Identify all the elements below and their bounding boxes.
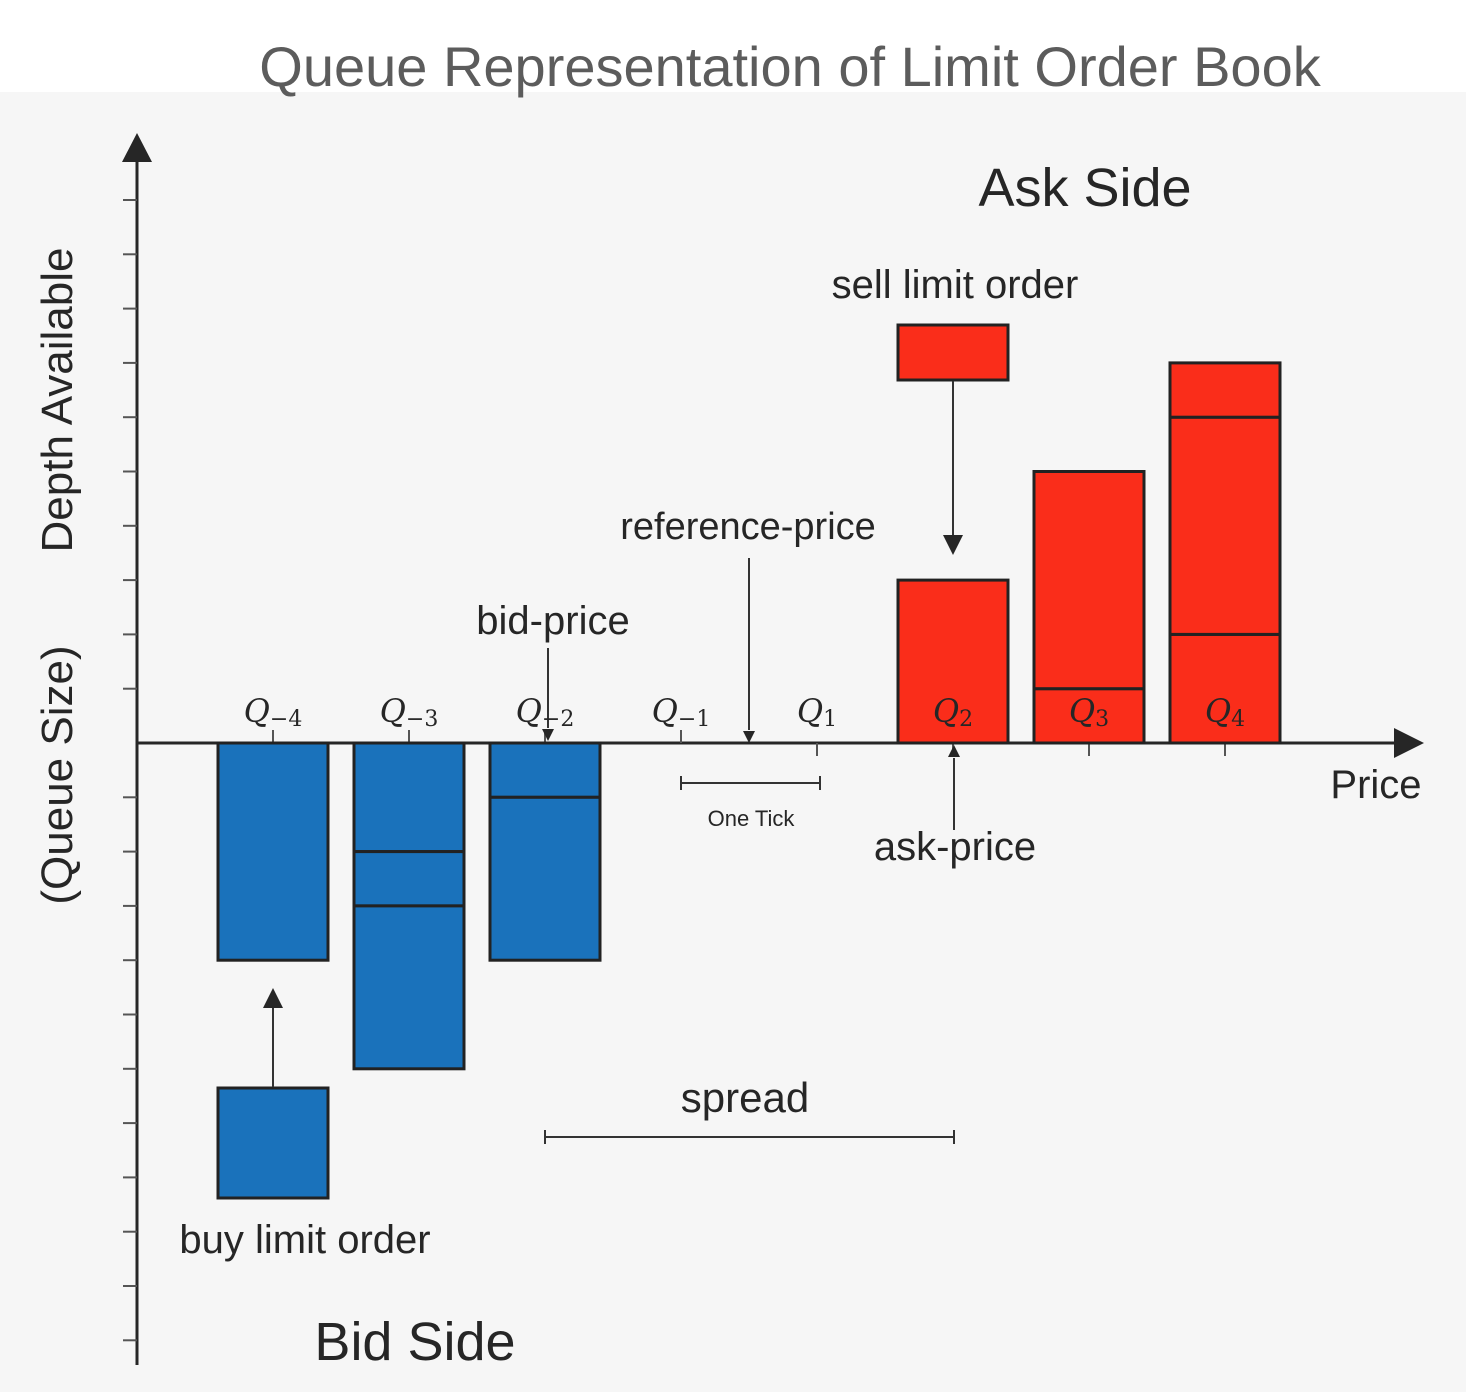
ask-queue-order-block bbox=[896, 578, 1010, 745]
queue-label-subscript: −3 bbox=[406, 707, 438, 732]
queue-label-subscript: −1 bbox=[678, 707, 710, 732]
buy-limit-order-label: buy limit order bbox=[179, 1218, 430, 1262]
ask-price-arrow-head bbox=[948, 745, 960, 757]
queue-label: Q−1 bbox=[652, 692, 711, 732]
queue-label-base: Q bbox=[652, 692, 678, 730]
queue-label: Q−4 bbox=[244, 692, 303, 732]
queue-label: Q3 bbox=[1069, 692, 1109, 732]
bid-price-label: bid-price bbox=[476, 599, 629, 643]
queue-labels: Q−4 Q−3 Q−2 Q−1 Q1 Q2 Q3 Q4 bbox=[244, 692, 1245, 732]
queue-label-base: Q bbox=[1069, 692, 1095, 730]
spread-label: spread bbox=[681, 1074, 809, 1121]
queue-label: Q4 bbox=[1205, 692, 1245, 732]
queue-label-base: Q bbox=[1205, 692, 1231, 730]
buy-order-arrow-head bbox=[263, 988, 283, 1008]
incoming-sell-order-block bbox=[896, 323, 1010, 382]
one-tick-bracket bbox=[680, 776, 821, 790]
one-tick-label: One Tick bbox=[708, 806, 796, 831]
queue-label-base: Q bbox=[797, 692, 823, 730]
incoming-buy-order-block bbox=[216, 1086, 330, 1200]
queue-label-subscript: 1 bbox=[823, 707, 837, 732]
queue-bars bbox=[216, 361, 1282, 1071]
queue-label-subscript: 4 bbox=[1231, 707, 1245, 732]
bid-queue-order-block bbox=[216, 741, 330, 962]
spread-bracket bbox=[544, 1130, 955, 1144]
queue-label-subscript: −4 bbox=[270, 707, 302, 732]
queue-label-base: Q bbox=[380, 692, 406, 730]
y-axis-label-line1: Depth Available bbox=[33, 248, 82, 553]
reference-price-label: reference-price bbox=[620, 506, 876, 548]
ask-side-label: Ask Side bbox=[978, 158, 1191, 218]
queue-label-base: Q bbox=[516, 692, 542, 730]
queue-label-subscript: 2 bbox=[959, 707, 973, 732]
y-axis-label-line2: (Queue Size) bbox=[33, 645, 82, 904]
x-axis-label: Price bbox=[1330, 763, 1421, 807]
queue-label-subscript: 3 bbox=[1095, 707, 1109, 732]
x-axis-ticks bbox=[272, 730, 1226, 756]
y-axis-ticks bbox=[123, 199, 137, 1342]
queue-label: Q−2 bbox=[516, 692, 575, 732]
x-axis-arrow bbox=[1394, 728, 1424, 758]
queue-label: Q1 bbox=[797, 692, 837, 732]
bid-queue-order-block bbox=[352, 904, 466, 1071]
bid-queue-order-block bbox=[352, 850, 466, 908]
bid-price-arrow-head bbox=[542, 729, 554, 741]
bid-side-label: Bid Side bbox=[314, 1312, 515, 1372]
ask-queue-order-block bbox=[1032, 470, 1146, 691]
ask-queue-order-block bbox=[1168, 415, 1282, 636]
ask-queue-order-block bbox=[1168, 361, 1282, 419]
queue-label: Q−3 bbox=[380, 692, 439, 732]
bid-queue-order-block bbox=[488, 795, 602, 962]
bid-queue-order-block bbox=[488, 741, 602, 799]
bid-queue-order-block bbox=[352, 741, 466, 854]
diagram-title: Queue Representation of Limit Order Book bbox=[259, 35, 1321, 98]
queue-label: Q2 bbox=[933, 692, 973, 732]
queue-label-subscript: −2 bbox=[542, 707, 574, 732]
reference-price-arrow-head bbox=[743, 731, 755, 743]
sell-limit-order-label: sell limit order bbox=[832, 263, 1079, 307]
queue-label-base: Q bbox=[244, 692, 270, 730]
queue-label-base: Q bbox=[933, 692, 959, 730]
sell-order-arrow-head bbox=[943, 535, 963, 555]
y-axis-arrow bbox=[122, 133, 152, 162]
ask-price-label: ask-price bbox=[874, 825, 1036, 869]
